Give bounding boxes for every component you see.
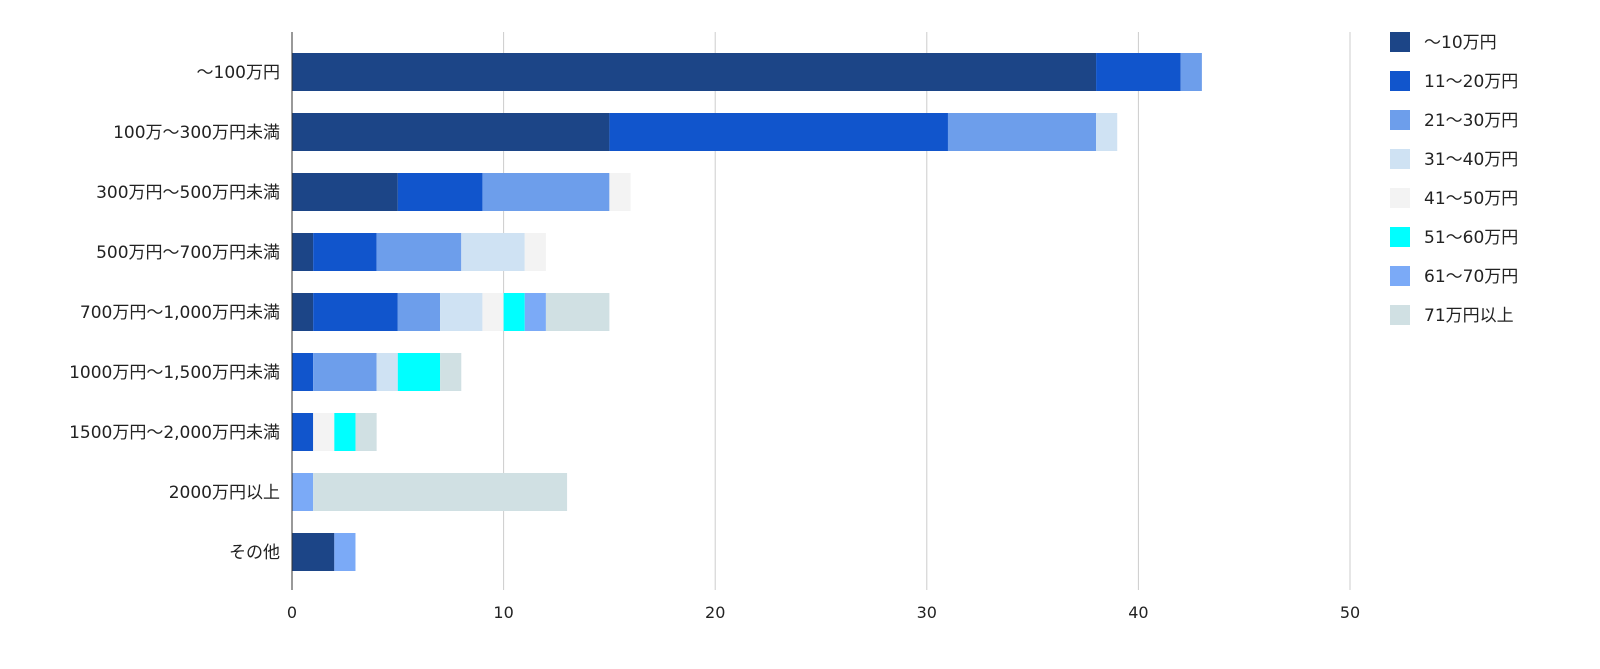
bar-segment-7-4: [545, 293, 610, 331]
category-label: 1000万円〜1,500万円未満: [69, 363, 280, 383]
bar-segment-0-2: [292, 173, 398, 211]
bar-segment-0-0: [292, 53, 1097, 91]
legend-swatch: [1390, 32, 1410, 52]
legend-swatch: [1390, 227, 1410, 247]
bar-segment-6-4: [524, 293, 546, 331]
bar-segment-4-6: [313, 413, 335, 451]
bar-segment-6-7: [292, 473, 314, 511]
bar-segment-1-0: [1096, 53, 1181, 91]
legend-label: 41〜50万円: [1424, 189, 1518, 209]
bar-segment-0-8: [292, 533, 335, 571]
x-tick-label: 50: [1340, 603, 1360, 622]
category-labels: 〜100万円 100万〜300万円未満 300万円〜500万円未満 500万円〜700…: [69, 63, 280, 563]
legend-label: 11〜20万円: [1424, 72, 1518, 92]
bar-segment-2-5: [313, 353, 377, 391]
bar-segment-7-7: [313, 473, 568, 511]
bar-segment-0-3: [292, 233, 314, 271]
legend-swatch: [1390, 71, 1410, 91]
bar-segment-4-2: [609, 173, 631, 211]
legend: 〜10万円 11〜20万円 21〜30万円 31〜40万円 41〜50万円 51〜60万円…: [1390, 32, 1518, 326]
x-tick-label: 20: [705, 603, 725, 622]
bar-segment-0-4: [292, 293, 314, 331]
category-label: その他: [229, 543, 280, 563]
legend-swatch: [1390, 305, 1410, 325]
category-label: 100万〜300万円未満: [113, 123, 280, 143]
bar-segment-2-0: [1180, 53, 1202, 91]
x-tick-label: 0: [287, 603, 297, 622]
bar-segment-3-3: [461, 233, 525, 271]
bar-segment-1-5: [292, 353, 314, 391]
bar-segment-7-5: [440, 353, 462, 391]
bar-segment-2-1: [947, 113, 1097, 151]
category-label: 700万円〜1,000万円未満: [80, 303, 280, 323]
category-label: 1500万円〜2,000万円未満: [69, 423, 280, 443]
legend-label: 31〜40万円: [1424, 150, 1518, 170]
bar-segment-2-2: [482, 173, 610, 211]
bar-segment-6-8: [334, 533, 356, 571]
bar-segment-3-5: [376, 353, 398, 391]
category-label: 500万円〜700万円未満: [96, 243, 280, 263]
bar-segment-1-3: [313, 233, 377, 271]
legend-label: 71万円以上: [1424, 306, 1514, 326]
category-label: 2000万円以上: [169, 483, 280, 503]
legend-swatch: [1390, 188, 1410, 208]
bar-segment-2-3: [376, 233, 462, 271]
bar-segment-1-1: [609, 113, 948, 151]
bar-segment-2-4: [397, 293, 441, 331]
bar-segment-7-6: [355, 413, 377, 451]
category-label: 〜100万円: [197, 63, 280, 83]
x-axis-tick-labels: 0 10 20 30 40 50: [287, 603, 1360, 622]
bar-segment-1-2: [397, 173, 483, 211]
bar-segment-1-4: [313, 293, 398, 331]
bar-segment-5-5: [397, 353, 441, 391]
legend-swatch: [1390, 266, 1410, 286]
legend-label: 〜10万円: [1424, 33, 1497, 53]
bar-segment-5-6: [334, 413, 356, 451]
legend-label: 51〜60万円: [1424, 228, 1518, 248]
legend-swatch: [1390, 149, 1410, 169]
legend-label: 61〜70万円: [1424, 267, 1518, 287]
legend-label: 21〜30万円: [1424, 111, 1518, 131]
bar-segment-0-1: [292, 113, 610, 151]
x-tick-label: 10: [493, 603, 513, 622]
bar-segment-3-1: [1096, 113, 1118, 151]
bars: [292, 53, 1202, 571]
bar-segment-1-6: [292, 413, 314, 451]
x-tick-label: 40: [1128, 603, 1148, 622]
bar-segment-4-3: [524, 233, 546, 271]
bar-segment-3-4: [440, 293, 483, 331]
legend-swatch: [1390, 110, 1410, 130]
bar-segment-4-4: [482, 293, 504, 331]
bar-segment-5-4: [503, 293, 525, 331]
x-tick-label: 30: [917, 603, 937, 622]
category-label: 300万円〜500万円未満: [96, 183, 280, 203]
